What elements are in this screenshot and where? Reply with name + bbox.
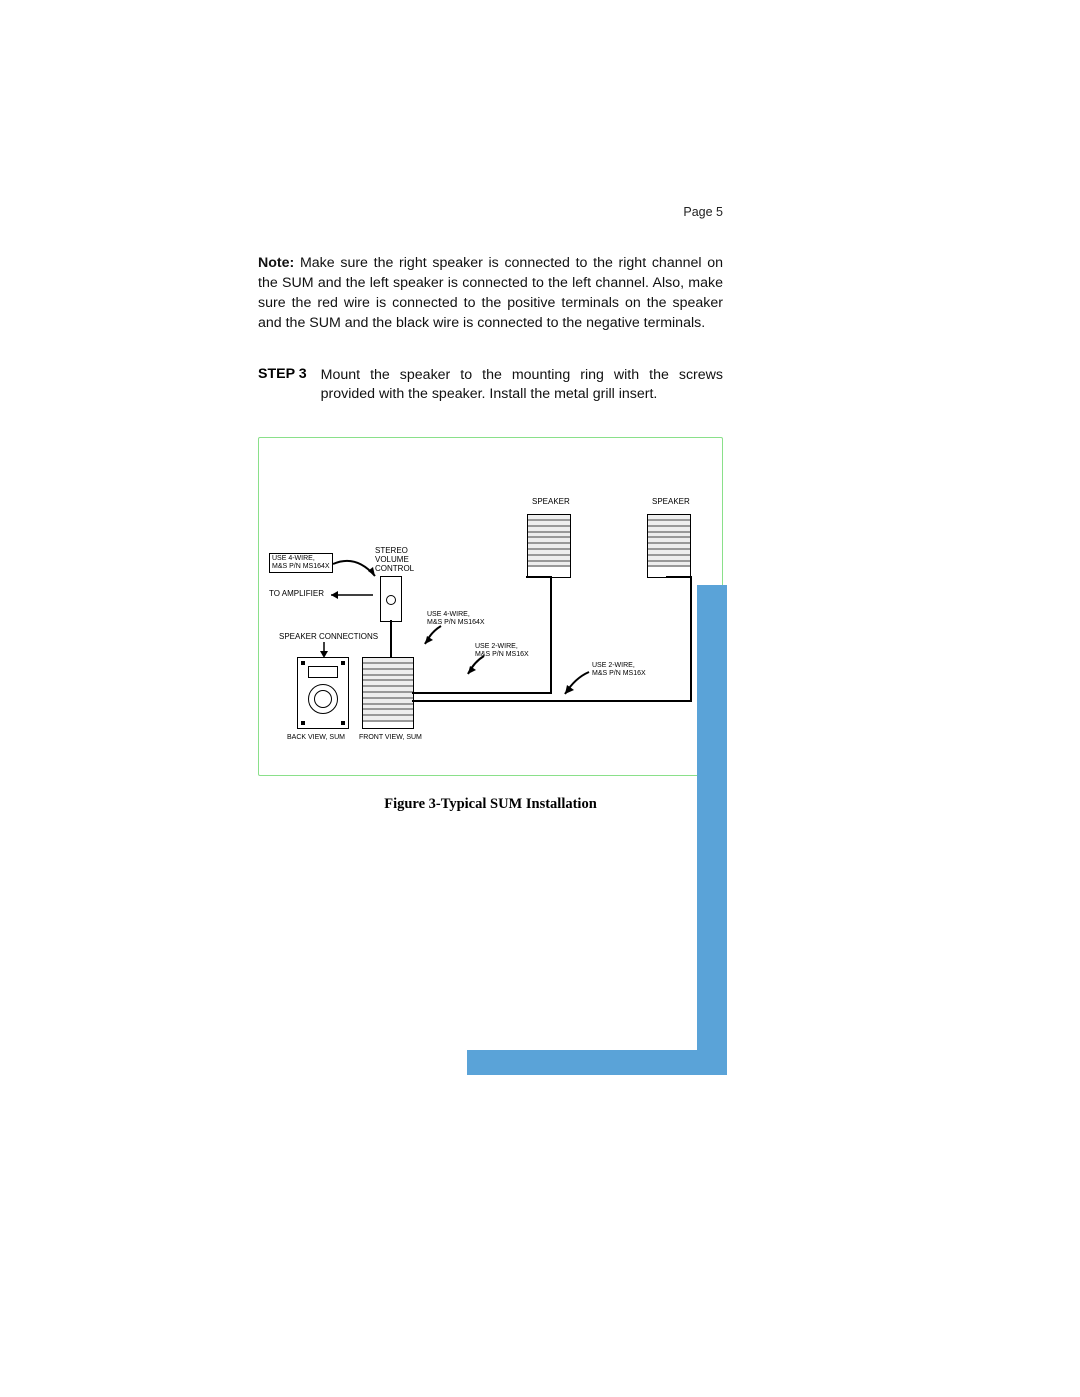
page-content: Page 5 Note: Make sure the right speaker… — [258, 205, 723, 813]
speaker-label-left: SPEAKER — [532, 498, 570, 507]
front-view-label: FRONT VIEW, SUM — [359, 734, 422, 742]
volume-control — [380, 576, 402, 622]
arrow-4wire-top — [331, 552, 381, 582]
arrow-4wire-mid — [421, 624, 447, 650]
page-number: Page 5 — [258, 205, 723, 219]
arrow-2wire-left — [464, 654, 490, 680]
to-amplifier-label: TO AMPLIFIER — [269, 590, 324, 599]
use-2wire-right: USE 2-WIRE, M&S P/N MS16X — [592, 662, 646, 677]
design-bar-horizontal — [467, 1050, 727, 1075]
step-block: STEP 3 Mount the speaker to the mounting… — [258, 366, 723, 406]
speaker-right — [647, 514, 691, 578]
figure-box: SPEAKER SPEAKER STEREO VOLUME CONTROL US… — [258, 437, 723, 776]
back-view-label: BACK VIEW, SUM — [287, 734, 345, 742]
use-4wire-top: USE 4-WIRE, M&S P/N MS164X — [269, 553, 333, 572]
sum-front-view — [362, 657, 414, 729]
design-bar-vertical — [697, 585, 727, 1075]
note-block: Note: Make sure the right speaker is con… — [258, 254, 723, 334]
arrow-amplifier — [329, 588, 379, 602]
figure-caption: Figure 3-Typical SUM Installation — [258, 796, 723, 813]
note-text: Make sure the right speaker is connected… — [258, 255, 723, 331]
sum-back-view — [297, 657, 349, 729]
step-label: STEP 3 — [258, 366, 307, 406]
step-text: Mount the speaker to the mounting ring w… — [321, 366, 723, 406]
note-label: Note: — [258, 255, 294, 271]
speaker-left — [527, 514, 571, 578]
arrow-2wire-right — [561, 670, 593, 700]
speaker-label-right: SPEAKER — [652, 498, 690, 507]
